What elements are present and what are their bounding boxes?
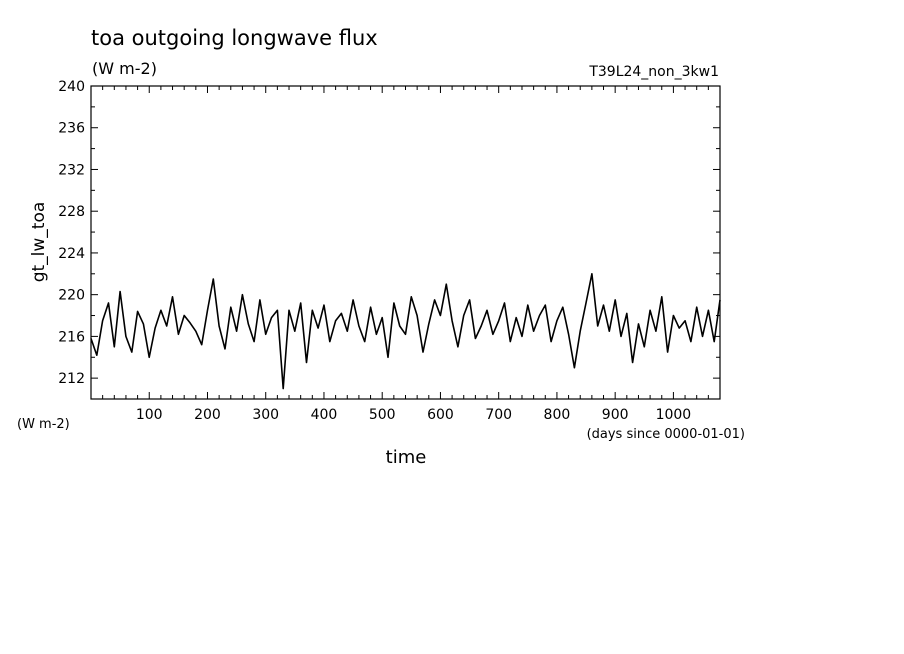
x-tick-label: 400 — [311, 407, 338, 423]
y-axis-units: (W m-2) — [17, 417, 70, 432]
y-tick-label: 224 — [58, 246, 85, 262]
run-label: T39L24_non_3kw1 — [588, 64, 719, 80]
x-tick-label: 500 — [369, 407, 396, 423]
y-tick-label: 232 — [58, 162, 85, 178]
x-axis-label: time — [386, 447, 427, 468]
y-tick-label: 228 — [58, 204, 85, 220]
x-axis-units: (days since 0000-01-01) — [587, 427, 745, 442]
x-tick-label: 1000 — [656, 407, 692, 423]
y-tick-label: 212 — [58, 371, 85, 387]
series-line — [90, 273, 721, 390]
x-tick-labels: 100 200 300 400 500 600 700 800 900 1000 — [136, 407, 691, 423]
axis-ticks — [91, 85, 720, 399]
chart-subtitle-units: (W m-2) — [92, 59, 157, 78]
plot-frame — [90, 85, 721, 400]
x-tick-label: 900 — [602, 407, 629, 423]
y-axis-label: gt_lw_toa — [29, 202, 49, 283]
y-tick-labels: 212 216 220 224 228 232 236 240 — [58, 79, 85, 387]
y-tick-label: 240 — [58, 79, 85, 95]
y-tick-label: 216 — [58, 329, 85, 345]
x-tick-label: 600 — [427, 407, 454, 423]
chart-title: toa outgoing longwave flux — [91, 26, 378, 50]
y-tick-label: 236 — [58, 121, 85, 137]
x-tick-label: 100 — [136, 407, 163, 423]
x-tick-label: 800 — [544, 407, 571, 423]
x-tick-label: 200 — [194, 407, 221, 423]
x-tick-label: 700 — [485, 407, 512, 423]
x-tick-label: 300 — [252, 407, 279, 423]
y-tick-label: 220 — [58, 288, 85, 304]
